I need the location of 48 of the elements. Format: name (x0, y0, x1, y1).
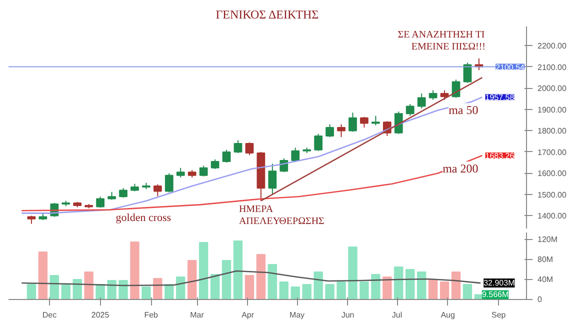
annotation: 1683.26 (485, 152, 515, 161)
candlestick (326, 124, 334, 138)
x-tick-label: Aug (440, 310, 455, 320)
candlestick (291, 147, 300, 162)
y-tick-label: 1800.00 (538, 126, 567, 136)
x-tick-label: Apr (242, 310, 254, 320)
x-tick-label: Mar (190, 310, 204, 320)
ref-line-label: 2100.54 (496, 62, 526, 72)
x-tick-label: Sep (492, 310, 506, 320)
candlestick (234, 140, 242, 154)
candlestick (417, 92, 426, 109)
annotation: golden cross (116, 212, 172, 224)
y-tick-label: 0 (538, 295, 542, 304)
x-tick-label: Feb (144, 310, 159, 320)
annotation: 9.566M (482, 290, 509, 300)
y-tick-label: 1600.00 (538, 169, 567, 178)
x-tick-label: May (289, 310, 305, 320)
x-tick-label: Jun (341, 310, 354, 320)
y-tick-label: 1900.00 (538, 105, 567, 114)
candlestick (372, 115, 380, 126)
y-tick-label: 1500.00 (538, 190, 567, 200)
annotation: ΣΕ ΑΝΑΖΗΤΗΣΗ ΤΙ ΕΜΕΙΝΕ ΠΙΣΩ!!! (398, 29, 486, 52)
series-label: ma 50 (448, 103, 478, 118)
candlestick (268, 163, 277, 195)
y-tick-label: 80M (538, 255, 554, 264)
candlestick (210, 158, 220, 170)
y-tick-label: 40M (538, 275, 554, 284)
annotation: 32.903M (484, 278, 516, 288)
candlestick (360, 116, 368, 128)
chart-title: ΓΕΝΙΚΟΣ ΔΕΙΚΤΗΣ (216, 8, 319, 22)
candlestick (314, 133, 323, 152)
candlestick (176, 167, 185, 178)
y-tick-label: 1700.00 (538, 148, 567, 157)
y-tick-label: 1400.00 (538, 212, 567, 221)
x-tick-label: Jul (392, 310, 402, 320)
candlestick (337, 124, 346, 138)
annotation: 1957.58 (485, 93, 515, 102)
candlestick (428, 90, 438, 100)
y-tick-label: 2000.00 (538, 84, 567, 94)
x-tick-label: 2025 (91, 310, 110, 320)
y-tick-label: 2200.00 (538, 42, 567, 51)
annotation: ΗΜΕΡΑ ΑΠΕΛΕΥΘΕΡΩΣΗΣ (238, 204, 325, 227)
candlestick (153, 184, 162, 197)
y-tick-label: 120M (538, 235, 558, 244)
candlestick (348, 112, 357, 132)
series-label: ma 200 (442, 162, 478, 176)
y-tick-label: 2100.00 (538, 62, 567, 72)
x-tick-label: Dec (42, 310, 57, 320)
